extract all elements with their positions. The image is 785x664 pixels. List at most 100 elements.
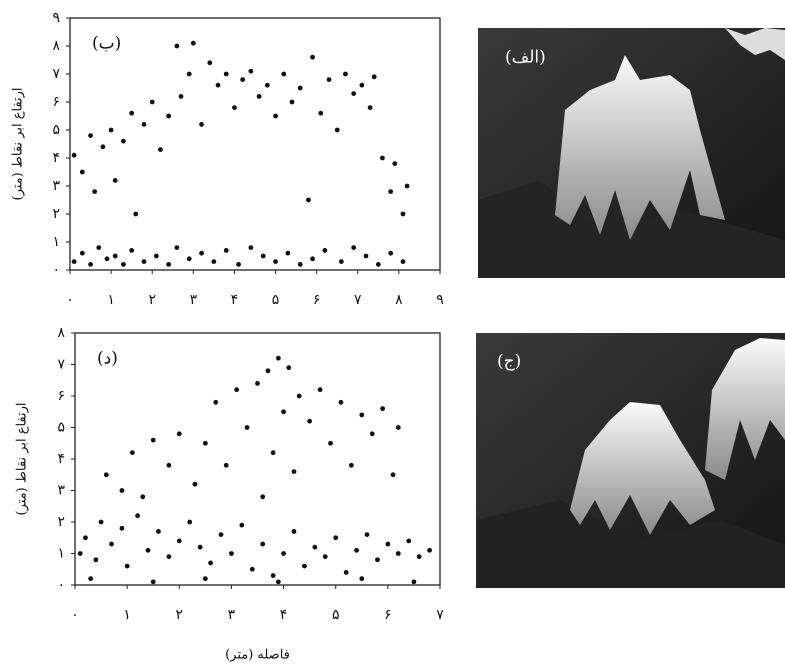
point [260, 494, 266, 500]
point [367, 105, 373, 110]
point [166, 113, 172, 119]
x-tick-label: ۶ [384, 607, 392, 623]
point [351, 245, 357, 251]
point [129, 248, 135, 253]
point [166, 554, 172, 560]
point [133, 211, 139, 217]
point [121, 262, 126, 267]
point [297, 262, 303, 267]
x-tick-label: ۱ [123, 607, 131, 623]
panel-label: (د) [97, 349, 118, 369]
point [208, 560, 213, 566]
point [166, 262, 172, 267]
x-tick-label: ۵ [332, 607, 340, 623]
panel-label: (ب) [92, 34, 121, 54]
point [369, 431, 375, 437]
point [92, 189, 98, 195]
point [416, 554, 422, 560]
point [310, 256, 315, 262]
point [215, 82, 221, 88]
point [255, 381, 260, 386]
point [275, 355, 281, 361]
point [187, 519, 193, 525]
point [234, 387, 240, 393]
point [178, 94, 184, 99]
point [291, 469, 297, 474]
point [312, 544, 318, 550]
y-tick-label: ۲ [52, 206, 60, 222]
point [174, 245, 180, 251]
point [328, 440, 333, 446]
point [176, 538, 182, 544]
point [240, 77, 246, 82]
point [249, 566, 255, 572]
point [71, 152, 77, 158]
point [109, 541, 114, 547]
point [395, 425, 401, 430]
point [273, 113, 278, 119]
point [202, 440, 208, 446]
point [364, 532, 370, 537]
point [363, 253, 369, 259]
point [150, 579, 156, 585]
point [104, 256, 110, 262]
point [392, 161, 398, 167]
point [285, 250, 291, 256]
point [236, 262, 241, 267]
point [223, 462, 229, 468]
point [129, 110, 135, 116]
point [197, 544, 203, 550]
x-tick-label: ۲ [176, 607, 184, 623]
point [186, 256, 192, 262]
point [411, 579, 417, 585]
x-tick-label: ۹ [436, 292, 444, 308]
y-tick-label: ۵ [52, 122, 60, 138]
x-tick-label: ۳ [228, 607, 236, 623]
point [310, 54, 315, 60]
point [291, 529, 297, 534]
point [395, 551, 401, 556]
point [385, 541, 391, 547]
point [307, 418, 313, 424]
point [375, 262, 381, 267]
x-tick-label: ۰ [71, 607, 79, 623]
point [388, 250, 394, 256]
y-tick-label: ۳ [52, 178, 60, 194]
x-tick-label: ۲ [148, 292, 156, 308]
x-tick-label: ۷ [354, 292, 362, 308]
y-tick-label: ۷ [57, 357, 65, 373]
point [338, 259, 344, 264]
point [427, 547, 432, 553]
point [388, 189, 394, 195]
point [124, 563, 130, 569]
point [158, 147, 163, 153]
point [211, 259, 217, 264]
point [281, 71, 287, 77]
point [88, 262, 93, 267]
x-tick-label: ۶ [313, 292, 321, 308]
y-tick-label: ۸ [52, 38, 60, 54]
point [260, 253, 266, 259]
point [275, 579, 281, 585]
point [302, 563, 307, 569]
point [306, 197, 311, 203]
point [112, 178, 118, 183]
point [190, 40, 196, 46]
point [380, 406, 386, 411]
point [359, 82, 365, 88]
point [88, 576, 94, 582]
point [213, 399, 219, 405]
point [192, 481, 198, 487]
point [223, 248, 229, 253]
point [400, 211, 406, 217]
point [119, 525, 125, 531]
point [371, 74, 377, 80]
y-tick-label: ۰ [52, 262, 60, 278]
point [140, 494, 146, 500]
image-panel: (الف) [478, 28, 785, 278]
point [390, 472, 396, 478]
y-tick-label: ۰ [57, 577, 65, 593]
x-tick-label: ۸ [395, 292, 403, 308]
point [248, 68, 254, 74]
plot-frame [74, 332, 441, 586]
